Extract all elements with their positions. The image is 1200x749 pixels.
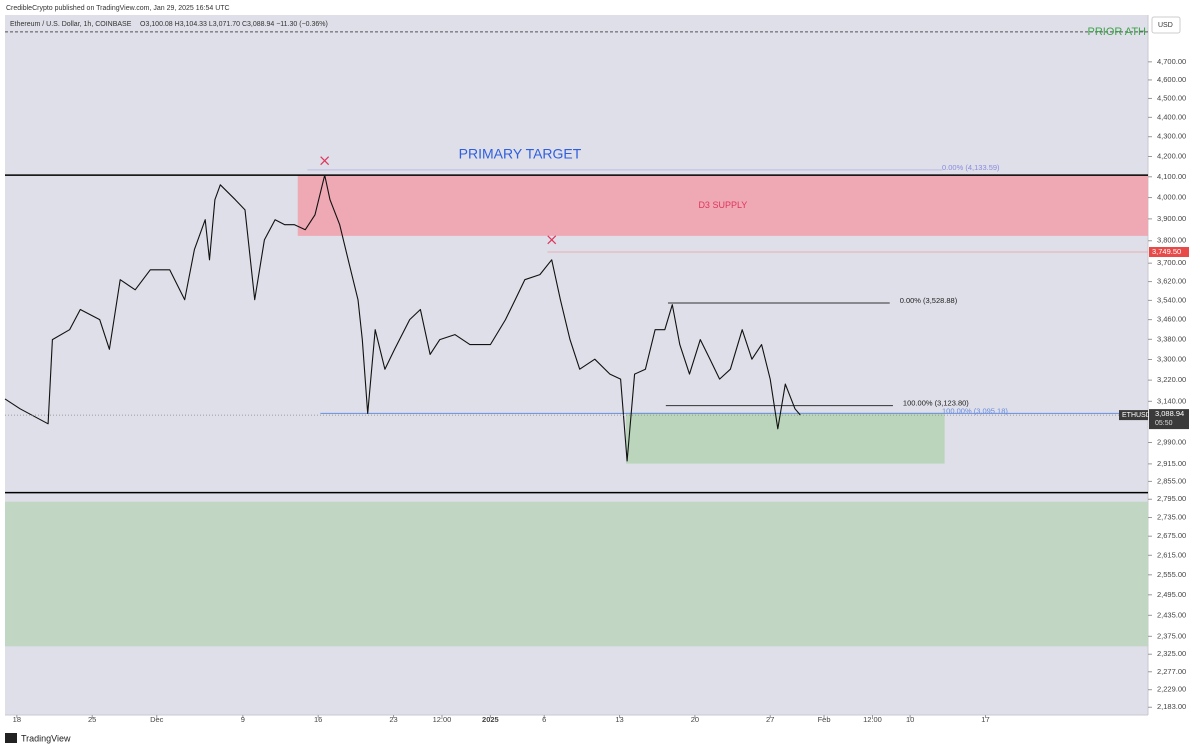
level-label: 0.00% (4,133.59) [942, 163, 1000, 172]
y-tick-label: 3,140.00 [1157, 396, 1186, 405]
level-label: 100.00% (3,095.18) [942, 406, 1008, 415]
x-tick-label: 10 [906, 715, 914, 724]
ohlc: O3,100.08 H3,104.33 L3,071.70 C3,088.94 … [140, 21, 328, 28]
level-label: 0.00% (3,528.88) [900, 296, 958, 305]
x-tick-label: Dec [150, 715, 164, 724]
x-tick-label: 9 [241, 715, 245, 724]
y-tick-label: 4,400.00 [1157, 112, 1186, 121]
currency[interactable]: USD [1158, 22, 1173, 29]
price-tag [1149, 246, 1189, 257]
x-tick-label: 27 [766, 715, 774, 724]
x-tick-label: 23 [389, 715, 397, 724]
last-price-tag [1149, 409, 1189, 430]
y-tick-label: 2,675.00 [1157, 531, 1186, 540]
y-tick-label: 3,620.00 [1157, 277, 1186, 286]
y-tick-label: 4,700.00 [1157, 57, 1186, 66]
symbol-title: Ethereum / U.S. Dollar, 1h, COINBASE [10, 21, 132, 28]
x-tick-label: 2025 [482, 715, 499, 724]
x-tick-label: 6 [542, 715, 546, 724]
price-tag-label: 3,749.50 [1152, 247, 1181, 256]
x-tick-label: 12:00 [433, 715, 452, 724]
symbol-tag-label: ETHUSD [1122, 412, 1151, 419]
currency-box[interactable] [1151, 16, 1181, 34]
y-tick-label: 4,200.00 [1157, 151, 1186, 160]
y-tick-label: 4,500.00 [1157, 93, 1186, 102]
y-tick-label: 3,700.00 [1157, 258, 1186, 267]
y-tick-label: 4,000.00 [1157, 193, 1186, 202]
zone-label: D3 SUPPLY [698, 200, 747, 210]
y-tick-label: 2,615.00 [1157, 550, 1186, 559]
y-tick-label: 2,495.00 [1157, 590, 1186, 599]
y-tick-label: 3,900.00 [1157, 214, 1186, 223]
y-tick-label: 3,800.00 [1157, 236, 1186, 245]
x-tick-label: 13 [615, 715, 623, 724]
y-tick-label: 2,990.00 [1157, 437, 1186, 446]
x-tick-label: 25 [88, 715, 96, 724]
y-tick-label: 3,380.00 [1157, 334, 1186, 343]
x-tick-label: 18 [13, 715, 21, 724]
y-tick-label: 2,183.00 [1157, 702, 1186, 711]
level-label: 100.00% (3,123.80) [903, 399, 969, 408]
y-tick-label: 2,855.00 [1157, 476, 1186, 485]
y-tick-label: 4,300.00 [1157, 132, 1186, 141]
y-tick-label: 2,555.00 [1157, 570, 1186, 579]
y-tick-label: 3,540.00 [1157, 295, 1186, 304]
brand-logo [5, 733, 17, 743]
published: CredibleCrypto published on TradingView.… [6, 5, 230, 12]
y-tick-label: 2,229.00 [1157, 685, 1186, 694]
last-price-label: 3,088.94 [1155, 409, 1184, 418]
y-tick-label: 3,460.00 [1157, 315, 1186, 324]
y-tick-label: 2,325.00 [1157, 649, 1186, 658]
y-tick-label: 3,300.00 [1157, 354, 1186, 363]
y-tick-label: 4,100.00 [1157, 172, 1186, 181]
cross-marker [320, 156, 330, 166]
x-tick-label: 12:00 [863, 715, 882, 724]
zone [5, 501, 1148, 647]
price-line [4, 174, 801, 462]
zone [626, 412, 945, 464]
y-tick-label: 2,915.00 [1157, 459, 1186, 468]
y-tick-label: 2,277.00 [1157, 667, 1186, 676]
level-label: PRIOR ATH [1088, 26, 1147, 38]
y-tick-label: 2,735.00 [1157, 513, 1186, 522]
y-tick-label: 2,795.00 [1157, 494, 1186, 503]
x-tick-label: 20 [691, 715, 699, 724]
cross-marker [547, 235, 557, 245]
y-tick-label: 2,375.00 [1157, 631, 1186, 640]
x-tick-label: Feb [818, 715, 831, 724]
zone [297, 175, 1149, 236]
countdown: 05:50 [1155, 420, 1173, 427]
y-tick-label: 2,435.00 [1157, 610, 1186, 619]
brand: TradingView [21, 733, 71, 743]
symbol-tag [1119, 410, 1148, 421]
y-tick-label: 4,600.00 [1157, 75, 1186, 84]
y-tick-label: 3,220.00 [1157, 375, 1186, 384]
primary-target: PRIMARY TARGET [459, 146, 582, 162]
x-tick-label: 17 [981, 715, 989, 724]
x-tick-label: 16 [314, 715, 322, 724]
